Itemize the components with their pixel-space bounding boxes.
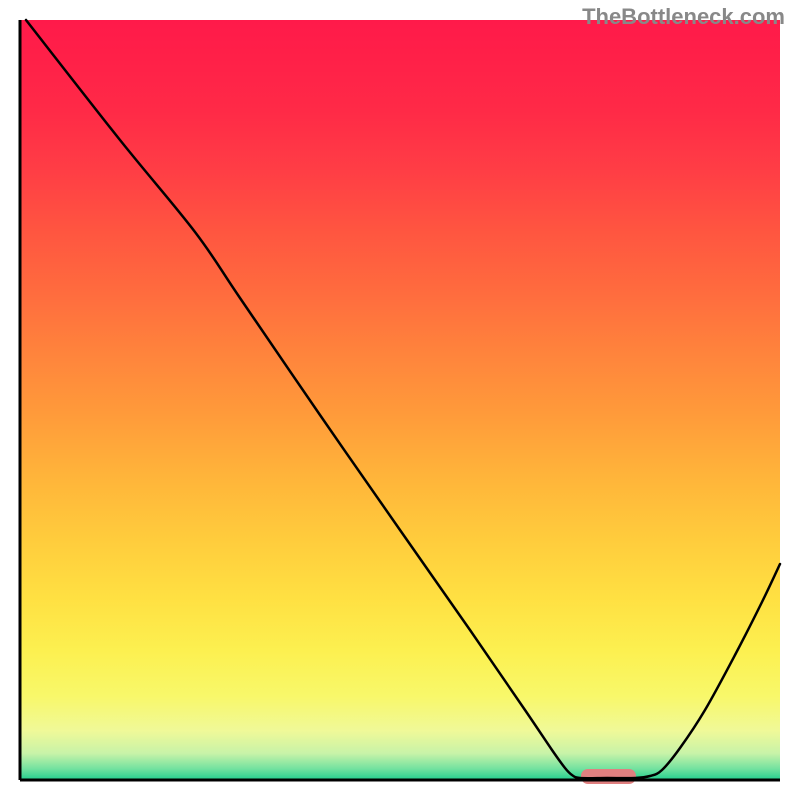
chart-container: TheBottleneck.com [0, 0, 800, 800]
watermark-text: TheBottleneck.com [582, 4, 785, 30]
bottleneck-chart [0, 0, 800, 800]
optimum-marker [581, 769, 636, 784]
plot-background [20, 20, 780, 780]
